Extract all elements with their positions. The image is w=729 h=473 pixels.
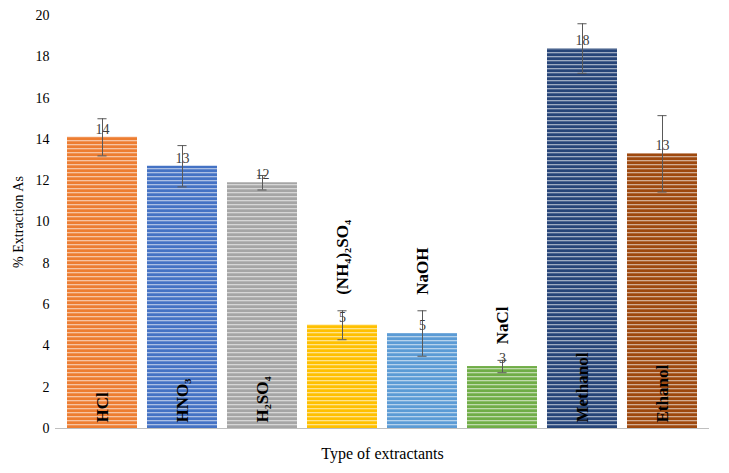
svg-text:20: 20 — [36, 8, 50, 23]
svg-text:4: 4 — [43, 338, 50, 353]
svg-text:H₂SO₄: H₂SO₄ — [253, 376, 272, 422]
svg-text:Methanol: Methanol — [573, 352, 592, 422]
svg-text:5: 5 — [419, 318, 426, 333]
svg-text:13: 13 — [656, 138, 670, 153]
svg-text:13: 13 — [176, 151, 190, 166]
svg-text:% Extraction As: % Extraction As — [11, 176, 26, 268]
svg-text:16: 16 — [36, 91, 50, 106]
svg-text:0: 0 — [43, 421, 50, 436]
svg-text:HNO₃: HNO₃ — [173, 379, 192, 423]
svg-text:5: 5 — [339, 310, 346, 325]
svg-text:(NH₄)₂SO₄: (NH₄)₂SO₄ — [333, 220, 352, 295]
svg-text:HCl: HCl — [93, 392, 112, 423]
svg-text:Type of extractants: Type of extractants — [321, 445, 443, 463]
svg-text:12: 12 — [36, 173, 50, 188]
svg-text:14: 14 — [36, 132, 50, 147]
svg-text:NaCl: NaCl — [493, 306, 512, 344]
svg-text:NaOH: NaOH — [413, 248, 432, 295]
svg-text:14: 14 — [96, 122, 110, 137]
svg-text:Ethanol: Ethanol — [653, 365, 672, 423]
svg-text:2: 2 — [43, 380, 50, 395]
svg-text:8: 8 — [43, 256, 50, 271]
svg-text:6: 6 — [43, 297, 50, 312]
svg-text:12: 12 — [256, 167, 270, 182]
svg-text:18: 18 — [576, 33, 590, 48]
svg-text:3: 3 — [499, 351, 506, 366]
svg-text:10: 10 — [36, 214, 50, 229]
svg-text:18: 18 — [36, 49, 50, 64]
